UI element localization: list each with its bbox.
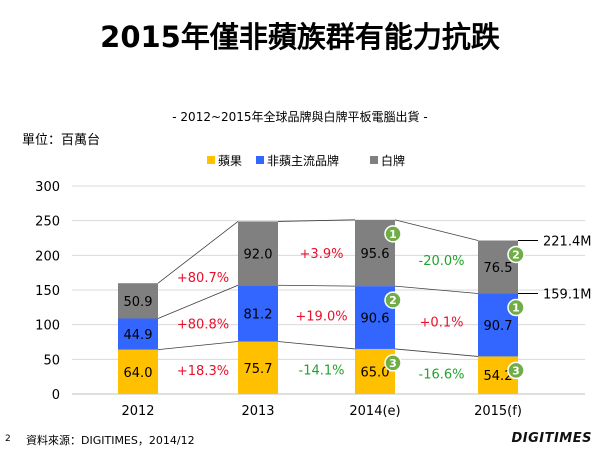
- rank-badge-number: 2: [512, 248, 520, 261]
- bar-segment: [238, 285, 278, 342]
- bar-segment: [118, 283, 158, 319]
- x-tick-label: 2013: [241, 404, 274, 419]
- growth-label: -20.0%: [419, 254, 465, 269]
- y-tick-label: 250: [35, 215, 60, 230]
- growth-label: -16.6%: [419, 367, 465, 382]
- bar-value-label: 54.2: [484, 369, 513, 384]
- legend-swatch-1: [256, 156, 264, 164]
- y-tick-label: 300: [35, 180, 60, 195]
- connector-line: [157, 221, 239, 284]
- chart-title: - 2012~2015年全球品牌與白牌平板電腦出貨 -: [172, 109, 427, 124]
- rank-badge: [507, 298, 525, 317]
- growth-label: +19.0%: [295, 309, 347, 324]
- rank-badge: [507, 361, 525, 380]
- legend-label-1: 非蘋主流品牌: [267, 154, 339, 168]
- bar-value-label: 81.2: [244, 307, 273, 322]
- connector-line: [394, 285, 479, 294]
- growth-label: +80.8%: [177, 318, 229, 333]
- x-tick-label: 2014(e): [349, 404, 400, 419]
- y-tick-label: 0: [52, 388, 60, 403]
- total-label: 221.4M: [543, 234, 591, 249]
- bar-value-label: 76.5: [484, 261, 513, 276]
- bar-segment: [238, 221, 278, 286]
- x-tick-label: 2015(f): [474, 404, 522, 419]
- growth-label: +18.3%: [177, 364, 229, 379]
- rank-badge-number: 1: [512, 302, 520, 315]
- y-tick-label: 50: [43, 353, 60, 368]
- y-tick-label: 100: [35, 319, 60, 334]
- legend-label-2: 白牌: [381, 153, 405, 168]
- bar-value-label: 65.0: [361, 365, 390, 380]
- connector-line: [157, 341, 239, 351]
- rank-badge: [384, 225, 402, 243]
- page-title: 2015年僅非蘋族群有能力抗跌: [100, 20, 500, 54]
- rank-badge: [384, 354, 402, 372]
- bar-segment: [238, 341, 278, 394]
- connector-line: [277, 219, 356, 222]
- y-tick-label: 150: [35, 284, 60, 299]
- page-number: 2: [5, 434, 11, 444]
- growth-label: -14.1%: [299, 364, 345, 379]
- bar-value-label: 95.6: [361, 247, 390, 262]
- bar-value-label: 50.9: [124, 295, 153, 310]
- bar-value-label: 64.0: [124, 366, 153, 381]
- growth-label: +80.7%: [177, 271, 229, 286]
- source-note: 資料來源：DIGITIMES，2014/12: [26, 434, 195, 447]
- rank-badge-number: 3: [389, 357, 397, 370]
- bar-segment: [118, 349, 158, 394]
- connector-line: [157, 284, 239, 319]
- connector-line: [277, 341, 356, 350]
- rank-badge-number: 2: [389, 294, 397, 307]
- connector-line: [394, 348, 479, 357]
- legend-swatch-0: [207, 156, 215, 164]
- legend-label-0: 蘋果: [218, 154, 242, 168]
- digitimes-logo: DIGITIMES: [511, 431, 592, 446]
- y-tick-label: 200: [35, 249, 60, 264]
- legend-swatch-2: [370, 156, 378, 164]
- unit-label: 單位：百萬台: [22, 133, 100, 148]
- bar-value-label: 92.0: [244, 247, 273, 262]
- growth-label: +0.1%: [420, 315, 464, 330]
- total-label: 159.1M: [543, 288, 591, 303]
- connector-line: [394, 219, 479, 241]
- x-tick-label: 2012: [121, 404, 154, 419]
- bar-value-label: 90.7: [484, 319, 513, 334]
- connector-line: [277, 284, 356, 287]
- growth-label: +3.9%: [300, 247, 344, 262]
- rank-badge-number: 1: [389, 228, 397, 241]
- bar-value-label: 90.6: [361, 312, 390, 327]
- bar-segment: [118, 318, 158, 350]
- bar-value-label: 75.7: [244, 362, 273, 377]
- rank-badge-number: 3: [512, 364, 520, 377]
- bar-value-label: 44.9: [124, 328, 153, 343]
- rank-badge: [384, 291, 402, 309]
- rank-badge: [507, 245, 525, 264]
